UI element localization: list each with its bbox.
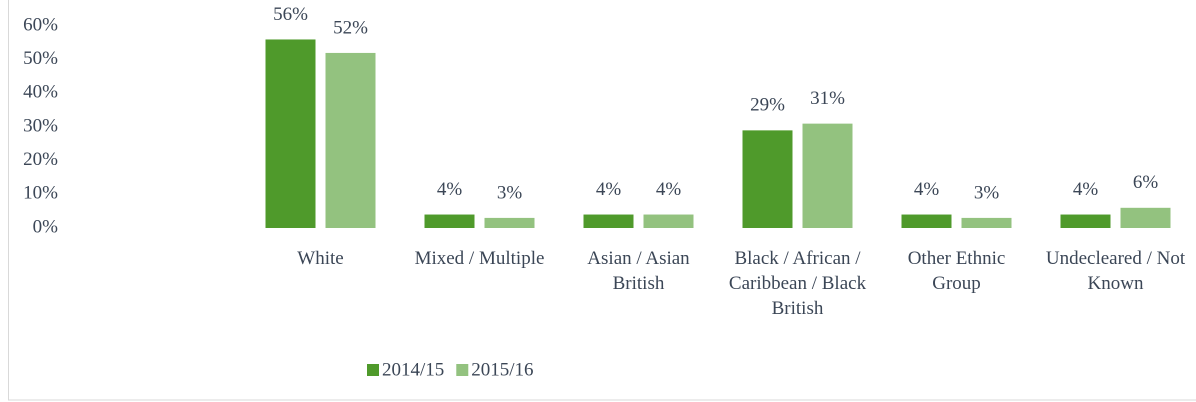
bar (484, 217, 535, 228)
value-label: 31% (810, 88, 845, 109)
x-tick-label: White (297, 248, 344, 269)
bar (961, 217, 1012, 228)
value-label: 56% (273, 4, 308, 25)
value-label: 4% (437, 179, 463, 200)
y-tick-label: 10% (23, 183, 58, 204)
y-tick-label: 30% (23, 115, 58, 136)
legend-label: 2015/16 (471, 359, 533, 380)
y-tick-label: 0% (33, 216, 59, 237)
x-tick-label: Other Ethnic Group (907, 248, 1006, 294)
value-label: 52% (333, 17, 368, 38)
bar (901, 214, 952, 228)
bar (802, 123, 853, 228)
bar (583, 214, 634, 228)
y-tick-label: 60% (23, 14, 58, 35)
bar (742, 130, 793, 228)
bar (643, 214, 694, 228)
value-label: 29% (750, 95, 785, 116)
x-tick-label: Black / African / Caribbean / Black Brit… (728, 248, 867, 319)
x-tick-label: Asian / Asian British (587, 248, 690, 294)
value-label: 3% (974, 182, 1000, 203)
y-tick-label: 50% (23, 48, 58, 69)
y-tick-label: 40% (23, 82, 58, 103)
bar (265, 39, 316, 228)
value-label: 4% (1073, 179, 1099, 200)
value-label: 4% (596, 179, 622, 200)
value-label: 4% (656, 179, 682, 200)
x-tick-label: Undecleared / Not Known (1045, 248, 1186, 294)
bar (325, 52, 376, 228)
chart-frame (8, 0, 1196, 401)
legend-swatch (456, 364, 469, 376)
bar (1120, 207, 1171, 228)
legend-label: 2014/15 (382, 359, 444, 380)
y-tick-label: 20% (23, 149, 58, 170)
legend-swatch (367, 364, 379, 376)
x-tick-label: Mixed / Multiple (414, 248, 545, 269)
bar (1060, 214, 1111, 228)
value-label: 6% (1133, 172, 1159, 193)
value-label: 3% (497, 182, 523, 203)
bar (424, 214, 475, 228)
value-label: 4% (914, 179, 940, 200)
